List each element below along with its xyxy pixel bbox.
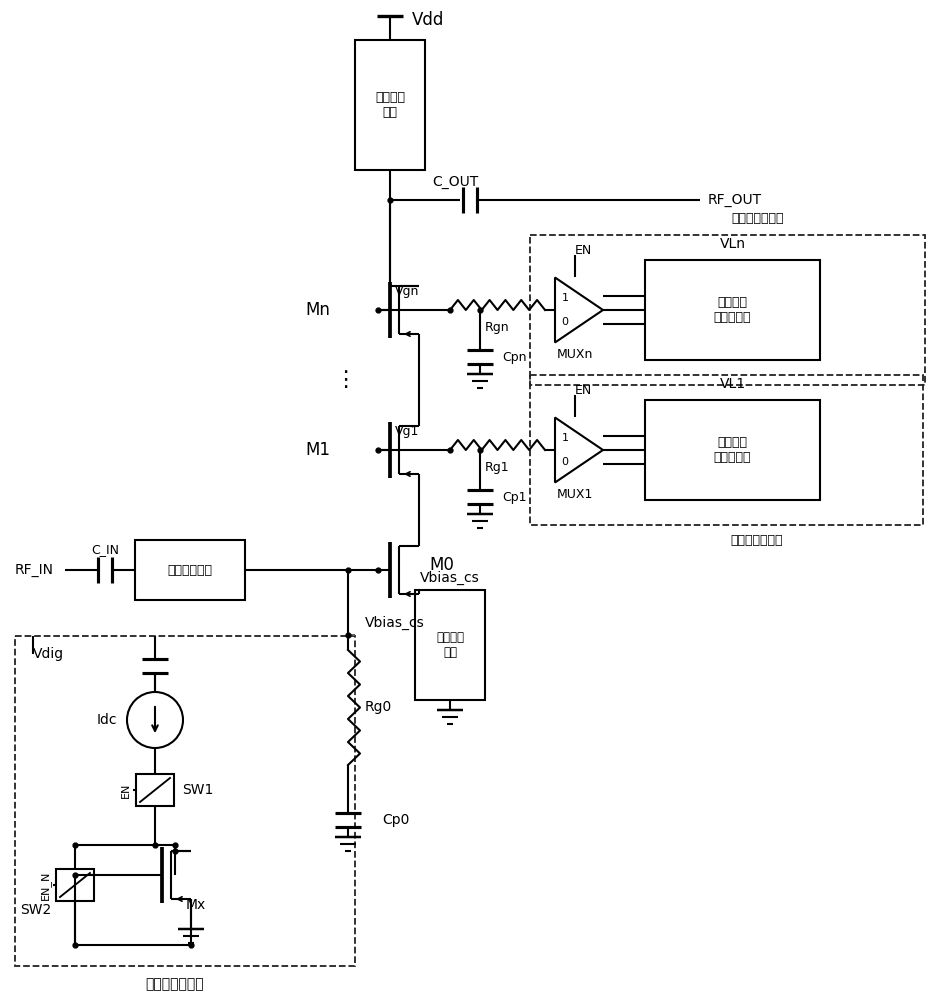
Text: 1: 1 — [562, 433, 568, 443]
Text: EN: EN — [121, 782, 131, 798]
Text: 共源极偏置电路: 共源极偏置电路 — [145, 977, 204, 991]
Text: ⋮: ⋮ — [334, 370, 356, 390]
Text: RF_OUT: RF_OUT — [708, 193, 762, 207]
Text: Cpn: Cpn — [502, 351, 526, 363]
Text: 0: 0 — [562, 317, 568, 327]
Text: SW1: SW1 — [182, 783, 213, 797]
Text: 共栅极偏置电路: 共栅极偏置电路 — [732, 213, 784, 226]
Bar — [136, 774, 174, 806]
Text: MUXn: MUXn — [557, 349, 593, 361]
Text: EN_N: EN_N — [40, 870, 51, 900]
Text: 输出负载
网络: 输出负载 网络 — [375, 91, 405, 119]
Text: Vbias_cs: Vbias_cs — [365, 616, 425, 630]
Bar — [415, 590, 485, 700]
Bar — [15, 636, 355, 966]
Text: Rgn: Rgn — [485, 322, 509, 334]
Text: C_IN: C_IN — [91, 544, 119, 556]
Text: C_OUT: C_OUT — [431, 175, 478, 189]
Text: Rg0: Rg0 — [364, 700, 392, 714]
Text: Vdig: Vdig — [33, 647, 64, 661]
Text: Mn: Mn — [305, 301, 330, 319]
Text: 输入匹配网络: 输入匹配网络 — [168, 564, 213, 576]
Text: 源极反馈
电路: 源极反馈 电路 — [436, 631, 464, 659]
Text: Vbias_cs: Vbias_cs — [420, 571, 480, 585]
Text: EN: EN — [574, 243, 592, 256]
Bar — [645, 260, 820, 360]
Text: Cp0: Cp0 — [382, 813, 409, 827]
Text: 1: 1 — [562, 293, 568, 303]
Text: 阶梯电压
信号发生器: 阶梯电压 信号发生器 — [714, 296, 751, 324]
Text: VLn: VLn — [719, 237, 746, 251]
Text: SW2: SW2 — [20, 903, 51, 917]
Text: M1: M1 — [305, 441, 330, 459]
Text: M0: M0 — [429, 556, 454, 574]
Bar — [56, 869, 94, 901]
Text: Vgn: Vgn — [395, 286, 419, 298]
Text: MUX1: MUX1 — [557, 488, 593, 502]
Bar — [355, 40, 425, 170]
Text: 0: 0 — [562, 457, 568, 467]
Bar — [645, 400, 820, 500]
Text: Idc: Idc — [97, 713, 117, 727]
Text: Vg1: Vg1 — [395, 426, 419, 438]
Text: 阶梯电压
信号发生器: 阶梯电压 信号发生器 — [714, 436, 751, 464]
Text: RF_IN: RF_IN — [15, 563, 54, 577]
Text: Mx: Mx — [186, 898, 206, 912]
Text: EN: EN — [574, 383, 592, 396]
Text: Cp1: Cp1 — [502, 490, 526, 504]
Text: Rg1: Rg1 — [485, 462, 509, 475]
Text: VL1: VL1 — [719, 377, 746, 391]
Bar — [530, 375, 923, 525]
Text: Vdd: Vdd — [412, 11, 445, 29]
Bar — [135, 540, 245, 600]
Bar — [530, 235, 925, 385]
Text: 共栅极偏置电路: 共栅极偏置电路 — [731, 534, 782, 548]
